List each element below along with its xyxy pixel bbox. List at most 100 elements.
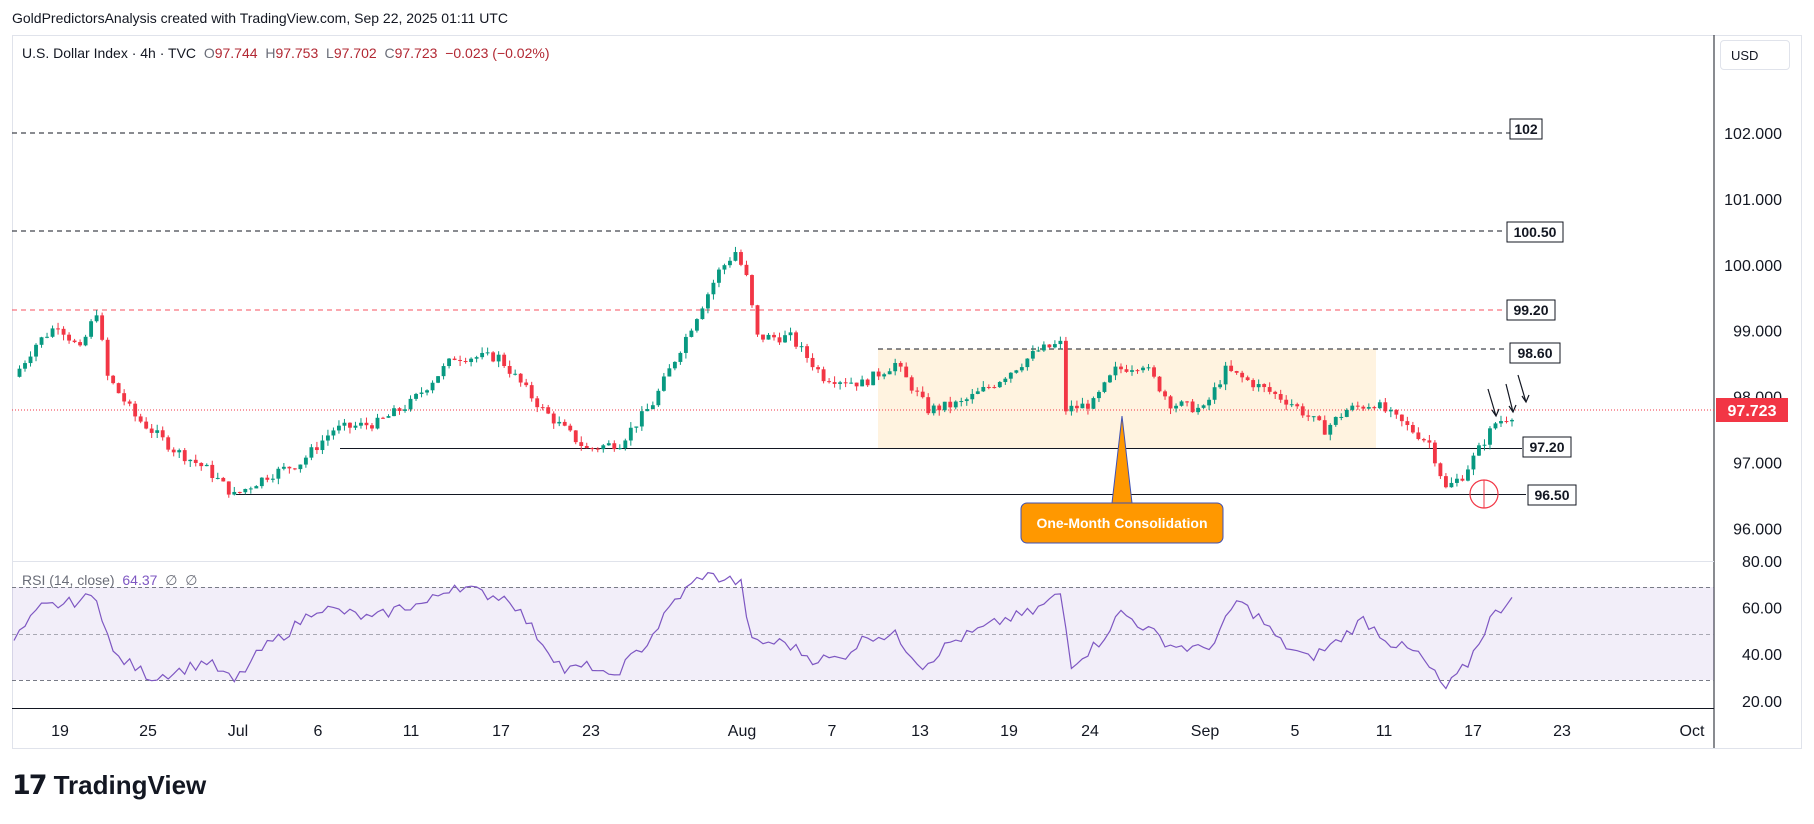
- candle-body: [667, 368, 672, 377]
- close-label: C: [384, 45, 395, 61]
- candle-body: [849, 382, 854, 384]
- candle-body: [1328, 424, 1333, 435]
- candle-body: [904, 366, 909, 378]
- rsi-extra-2: ∅: [185, 572, 198, 588]
- candle-body: [160, 430, 165, 438]
- price-tick-label: 102.000: [1724, 126, 1782, 143]
- tradingview-brand[interactable]: 17 TradingView: [12, 770, 206, 801]
- candle-body: [1229, 365, 1234, 372]
- candle-body: [1432, 442, 1437, 464]
- candle-body: [133, 403, 138, 417]
- candle-body: [94, 315, 99, 322]
- currency-selector[interactable]: USD: [1720, 40, 1790, 70]
- candle-body: [992, 387, 997, 389]
- candle-body: [953, 401, 958, 408]
- candle-body: [342, 422, 347, 426]
- candle-body: [1086, 403, 1090, 409]
- candle-body: [524, 382, 529, 386]
- rsi-tick-label: 80.00: [1742, 554, 1782, 571]
- candle-body: [568, 425, 573, 431]
- candle-body: [551, 413, 556, 424]
- candle-body: [1008, 372, 1013, 379]
- candle-body: [397, 408, 402, 411]
- level-lines: [12, 132, 1714, 495]
- candle-body: [827, 381, 832, 383]
- level-102-label-box: [1509, 118, 1543, 140]
- candle-body: [948, 401, 953, 408]
- candle-body: [480, 352, 485, 358]
- candle-body: [1108, 375, 1112, 383]
- level-99-20-label-box: [1506, 299, 1556, 321]
- candle-body: [1185, 401, 1189, 403]
- candle-body: [364, 422, 369, 426]
- close-value: 97.723: [394, 45, 438, 61]
- candle-body: [772, 334, 776, 338]
- candle-body: [1063, 340, 1068, 412]
- candle-body: [750, 275, 754, 306]
- candle-body: [1052, 344, 1057, 348]
- candle-body: [1510, 419, 1514, 422]
- candle-body: [535, 398, 540, 408]
- candle-body: [1168, 396, 1173, 409]
- candle-body: [915, 390, 920, 392]
- candle-body: [232, 491, 237, 495]
- candle-body: [1058, 340, 1063, 345]
- candle-body: [182, 450, 187, 462]
- low-value: 97.702: [333, 45, 377, 61]
- candle-body: [628, 427, 633, 441]
- candle-body: [601, 445, 606, 450]
- candle-body: [1080, 403, 1085, 409]
- candle-body: [783, 335, 787, 343]
- level-97-20-label-box: [1522, 436, 1572, 458]
- candle-body: [1466, 469, 1470, 481]
- candle-body: [728, 260, 732, 266]
- candle-body: [1218, 384, 1223, 388]
- candle-body: [1289, 404, 1294, 406]
- candle-body: [1201, 405, 1206, 408]
- time-tick-label: 11: [403, 723, 420, 740]
- candle-body: [1355, 405, 1360, 407]
- symbol-name: U.S. Dollar Index · 4h · TVC: [22, 45, 197, 61]
- price-tick-label: 97.000: [1733, 456, 1782, 473]
- candle-body: [100, 315, 105, 340]
- candle-body: [408, 398, 413, 410]
- candle-body: [1399, 414, 1404, 422]
- callout-text: One-Month Consolidation: [1036, 515, 1207, 531]
- candle-body: [744, 264, 749, 276]
- candle-body: [562, 421, 567, 426]
- candle-body: [1141, 367, 1145, 371]
- level-100-50-label-box: [1506, 221, 1564, 243]
- candle-body: [204, 464, 209, 467]
- candle-body: [166, 437, 171, 450]
- candle-body: [171, 449, 176, 453]
- rsi-legend[interactable]: RSI (14, close) 64.37 ∅ ∅: [22, 572, 197, 589]
- candle-body: [177, 450, 182, 453]
- candle-body: [496, 354, 501, 362]
- symbol-legend[interactable]: U.S. Dollar Index · 4h · TVC O97.744 H97…: [22, 45, 549, 61]
- candle-body: [816, 367, 821, 370]
- candle-body: [1460, 478, 1465, 481]
- time-tick-label: 17: [1464, 723, 1482, 740]
- time-tick-label: Jul: [228, 723, 248, 740]
- rsi-line: [13, 572, 1513, 690]
- candle-body: [144, 421, 149, 429]
- candle-body: [529, 385, 534, 399]
- candle-body: [805, 346, 809, 358]
- candle-body: [1113, 366, 1118, 376]
- candle-body: [254, 486, 259, 489]
- candle-body: [887, 371, 892, 375]
- candle-body: [463, 360, 468, 363]
- candle-body: [303, 457, 308, 465]
- candle-body: [810, 357, 815, 368]
- candle-body: [1482, 444, 1487, 446]
- candle-body: [259, 477, 264, 487]
- low-label: L: [326, 45, 334, 61]
- rsi-tick-label: 60.00: [1742, 601, 1782, 618]
- candle-body: [860, 379, 865, 387]
- candle-body: [1278, 394, 1283, 400]
- change-value: −0.023 (−0.02%): [445, 45, 550, 61]
- candles-group: [17, 246, 1514, 498]
- candle-body: [1284, 399, 1289, 405]
- candle-body: [584, 445, 589, 449]
